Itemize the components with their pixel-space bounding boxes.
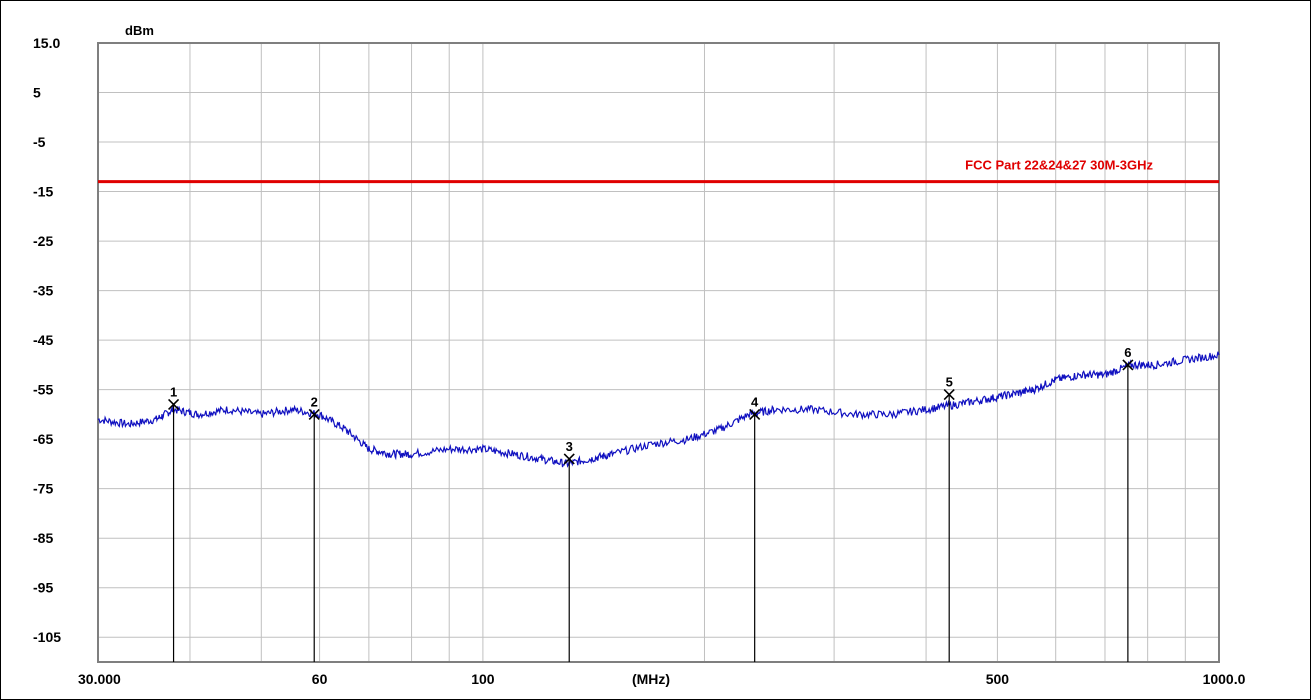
grid [98, 43, 1219, 662]
x-axis-unit-label: (MHz) [632, 671, 670, 687]
marker-label: 6 [1124, 345, 1131, 360]
x-axis-ticks: 30.000 60 100 500 1000.0 [78, 671, 1246, 687]
marker-2: 2 [308, 394, 320, 662]
marker-5: 5 [943, 375, 955, 662]
x-tick-label: 500 [986, 671, 1010, 687]
y-axis-ticks: 15.0 5 -5 -15 -25 -35 -45 -55 -65 -75 -85 -95 -105 [33, 35, 61, 645]
y-tick-label: -105 [33, 629, 61, 645]
y-tick-label: -25 [33, 233, 53, 249]
markers: 1 2 3 4 5 6 [168, 345, 1134, 662]
marker-label: 2 [311, 394, 318, 409]
x-tick-label: 100 [471, 671, 495, 687]
y-tick-label: -75 [33, 481, 53, 497]
plot-border [97, 42, 1220, 663]
marker-label: 1 [170, 384, 177, 399]
y-tick-label: -95 [33, 580, 53, 596]
marker-x-icon [168, 398, 180, 411]
y-axis-unit-label: dBm [125, 23, 154, 38]
limit-line-label: FCC Part 22&24&27 30M-3GHz [965, 158, 1153, 173]
marker-x-icon [1122, 359, 1134, 371]
marker-x-icon [563, 453, 575, 465]
y-tick-label: -5 [33, 134, 46, 150]
x-tick-label: 60 [312, 671, 328, 687]
y-tick-label: -15 [33, 184, 53, 200]
marker-x-icon [943, 389, 955, 401]
marker-label: 3 [566, 439, 573, 454]
marker-3: 3 [563, 439, 575, 662]
y-tick-label: -45 [33, 332, 53, 348]
y-tick-label: -55 [33, 382, 53, 398]
y-tick-label: 15.0 [33, 35, 60, 51]
y-tick-label: 5 [33, 85, 41, 101]
trace-line [97, 351, 1220, 468]
marker-x-icon [749, 408, 761, 420]
x-tick-label: 1000.0 [1203, 671, 1246, 687]
y-tick-label: -65 [33, 431, 53, 447]
x-tick-label: 30.000 [78, 671, 121, 687]
marker-4: 4 [749, 394, 761, 662]
marker-6: 6 [1122, 345, 1134, 662]
marker-label: 4 [751, 394, 759, 409]
y-tick-label: -85 [33, 530, 53, 546]
y-tick-label: -35 [33, 283, 53, 299]
marker-x-icon [308, 408, 320, 420]
marker-1: 1 [168, 384, 180, 662]
marker-label: 5 [946, 375, 953, 390]
